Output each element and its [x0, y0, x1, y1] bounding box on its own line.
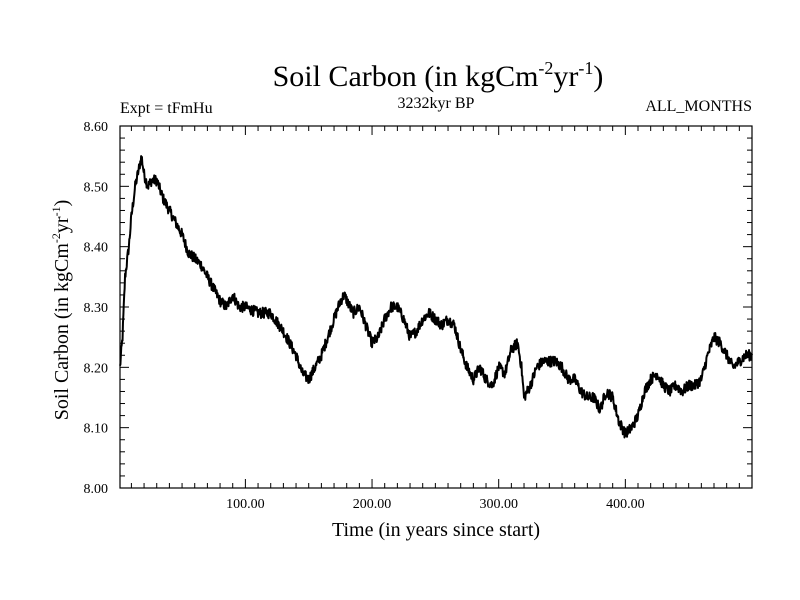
- title-mid: yr: [553, 60, 578, 93]
- x-tick-label: 300.00: [479, 497, 518, 512]
- plot-frame: [119, 125, 753, 489]
- months-annotation: ALL_MONTHS: [645, 98, 752, 115]
- ylabel-mid: yr: [51, 216, 73, 233]
- y-tick-label: 8.40: [84, 241, 109, 256]
- ylabel-sup1: -2: [49, 233, 63, 243]
- title-sup2: -1: [578, 58, 593, 78]
- ylabel-end: ): [51, 200, 73, 207]
- x-tick-label: 200.00: [353, 497, 392, 512]
- x-axis-label: Time (in years since start): [332, 519, 540, 541]
- experiment-annotation: Expt = tFmHu: [120, 100, 213, 117]
- soil-carbon-series-line: [119, 155, 753, 439]
- x-tick-label: 100.00: [226, 497, 265, 512]
- ylabel-sup2: -1: [49, 206, 63, 216]
- axis-ticks: [120, 125, 752, 489]
- period-annotation: 3232kyr BP: [398, 95, 475, 112]
- title-sup1: -2: [538, 58, 553, 78]
- title-main: Soil Carbon (in kgCm: [273, 60, 539, 93]
- y-tick-label: 8.30: [84, 301, 109, 316]
- y-tick-label: 8.50: [84, 180, 109, 195]
- y-tick-label: 8.10: [84, 422, 109, 437]
- axis-tick-labels: 8.00 8.10 8.20 8.30 8.40 8.50 8.60 100.00 200.00…: [84, 120, 645, 512]
- series-layer: [119, 155, 753, 439]
- y-axis-label: Soil Carbon (in kgCm-2yr-1): [49, 200, 73, 421]
- y-tick-label: 8.60: [84, 120, 109, 135]
- y-tick-label: 8.20: [84, 361, 109, 376]
- ylabel-main: Soil Carbon (in kgCm: [51, 243, 73, 421]
- chart-title: Soil Carbon (in kgCm-2yr-1): [273, 58, 604, 93]
- y-tick-label: 8.00: [84, 482, 109, 497]
- title-end: ): [593, 60, 603, 93]
- x-tick-label: 400.00: [606, 497, 645, 512]
